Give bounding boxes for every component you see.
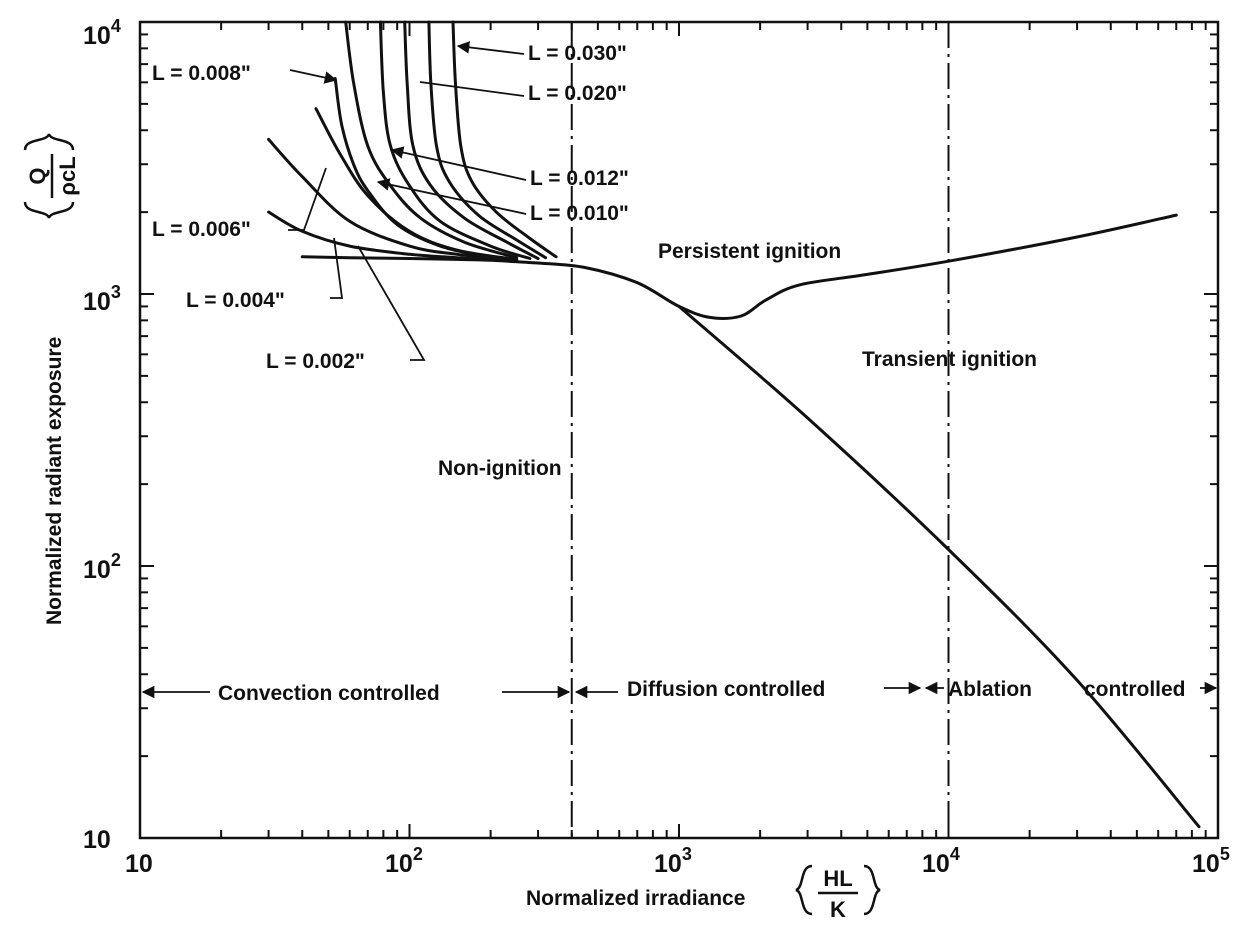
curve-label-020: L = 0.020" <box>528 82 627 105</box>
series-group <box>267 20 1201 829</box>
label-non-ignition: Non-ignition <box>438 457 562 480</box>
label-convection-controlled: Convection controlled <box>218 682 440 705</box>
leader-006 <box>288 167 327 231</box>
x-axis-right-brace <box>863 864 881 916</box>
y-axis-left-brace <box>23 201 75 219</box>
plot-frame <box>138 20 1220 840</box>
x-axis-fraction-numerator: HL <box>823 866 852 891</box>
curve-label-008: L = 0.008" <box>152 62 251 85</box>
series-line-8 <box>427 20 548 260</box>
x-tick-label-10: 10 <box>125 850 153 878</box>
curve-labels: L = 0.030" L = 0.020" L = 0.012" L = 0.0… <box>152 41 629 373</box>
leader-012 <box>390 146 527 181</box>
x-tick-label-100000: 105 <box>1192 844 1230 878</box>
label-persistent-ignition: Persistent ignition <box>658 240 841 263</box>
x-axis-title: Normalized irradiance HL K <box>526 864 881 922</box>
y-axis-title: Normalized radiant exposure Q ρcL <box>23 133 80 625</box>
label-ablation: Ablation <box>948 678 1032 701</box>
curve-label-004: L = 0.004" <box>186 289 285 312</box>
y-tick-label-1000: 103 <box>83 282 121 316</box>
x-tick-labels: 10 102 103 104 105 <box>125 844 1230 878</box>
curve-label-030: L = 0.030" <box>528 42 627 65</box>
regime-labels: Convection controlled Diffusion controll… <box>141 678 1218 705</box>
x-axis-label: Normalized irradiance <box>526 887 745 910</box>
series-line-5 <box>344 20 519 260</box>
curve-label-006: L = 0.006" <box>152 218 251 241</box>
y-tick-labels: 10 102 103 104 <box>83 16 121 854</box>
curve-label-012: L = 0.012" <box>530 167 629 190</box>
series-line-2 <box>267 137 519 262</box>
series-line-11 <box>677 304 1201 829</box>
leader-002 <box>357 245 426 361</box>
y-axis-fraction-denominator: ρcL <box>55 156 80 195</box>
leader-020 <box>419 81 525 97</box>
series-line-7 <box>403 20 540 260</box>
leader-030 <box>456 41 525 55</box>
leader-004 <box>330 237 344 299</box>
label-diffusion-controlled: Diffusion controlled <box>627 678 825 701</box>
region-labels: Persistent ignition Transient ignition N… <box>438 240 1037 480</box>
axis-ticks <box>139 22 1218 839</box>
series-line-10 <box>536 213 1178 320</box>
regime-dividers <box>570 22 950 838</box>
y-axis-right-brace <box>23 133 75 151</box>
x-axis-left-brace <box>795 864 813 916</box>
x-tick-label-10000: 104 <box>922 844 960 878</box>
series-line-9 <box>451 20 558 259</box>
label-transient-ignition: Transient ignition <box>862 348 1037 371</box>
curve-label-010: L = 0.010" <box>530 202 629 225</box>
y-tick-label-100: 102 <box>83 550 121 584</box>
x-axis-fraction-denominator: K <box>830 897 846 922</box>
leader-008 <box>289 69 338 84</box>
series-line-6 <box>378 20 532 260</box>
x-tick-label-100: 102 <box>385 844 423 878</box>
series-line-4 <box>333 77 493 260</box>
x-tick-label-1000: 103 <box>654 844 692 878</box>
y-tick-label-10: 10 <box>83 826 111 854</box>
label-ablation-controlled: controlled <box>1084 678 1186 701</box>
leader-010 <box>376 178 527 215</box>
y-tick-label-10000: 104 <box>83 16 121 50</box>
y-axis-label: Normalized radiant exposure <box>43 337 66 625</box>
curve-label-002: L = 0.002" <box>266 350 365 373</box>
y-axis-fraction-numerator: Q <box>25 167 50 184</box>
